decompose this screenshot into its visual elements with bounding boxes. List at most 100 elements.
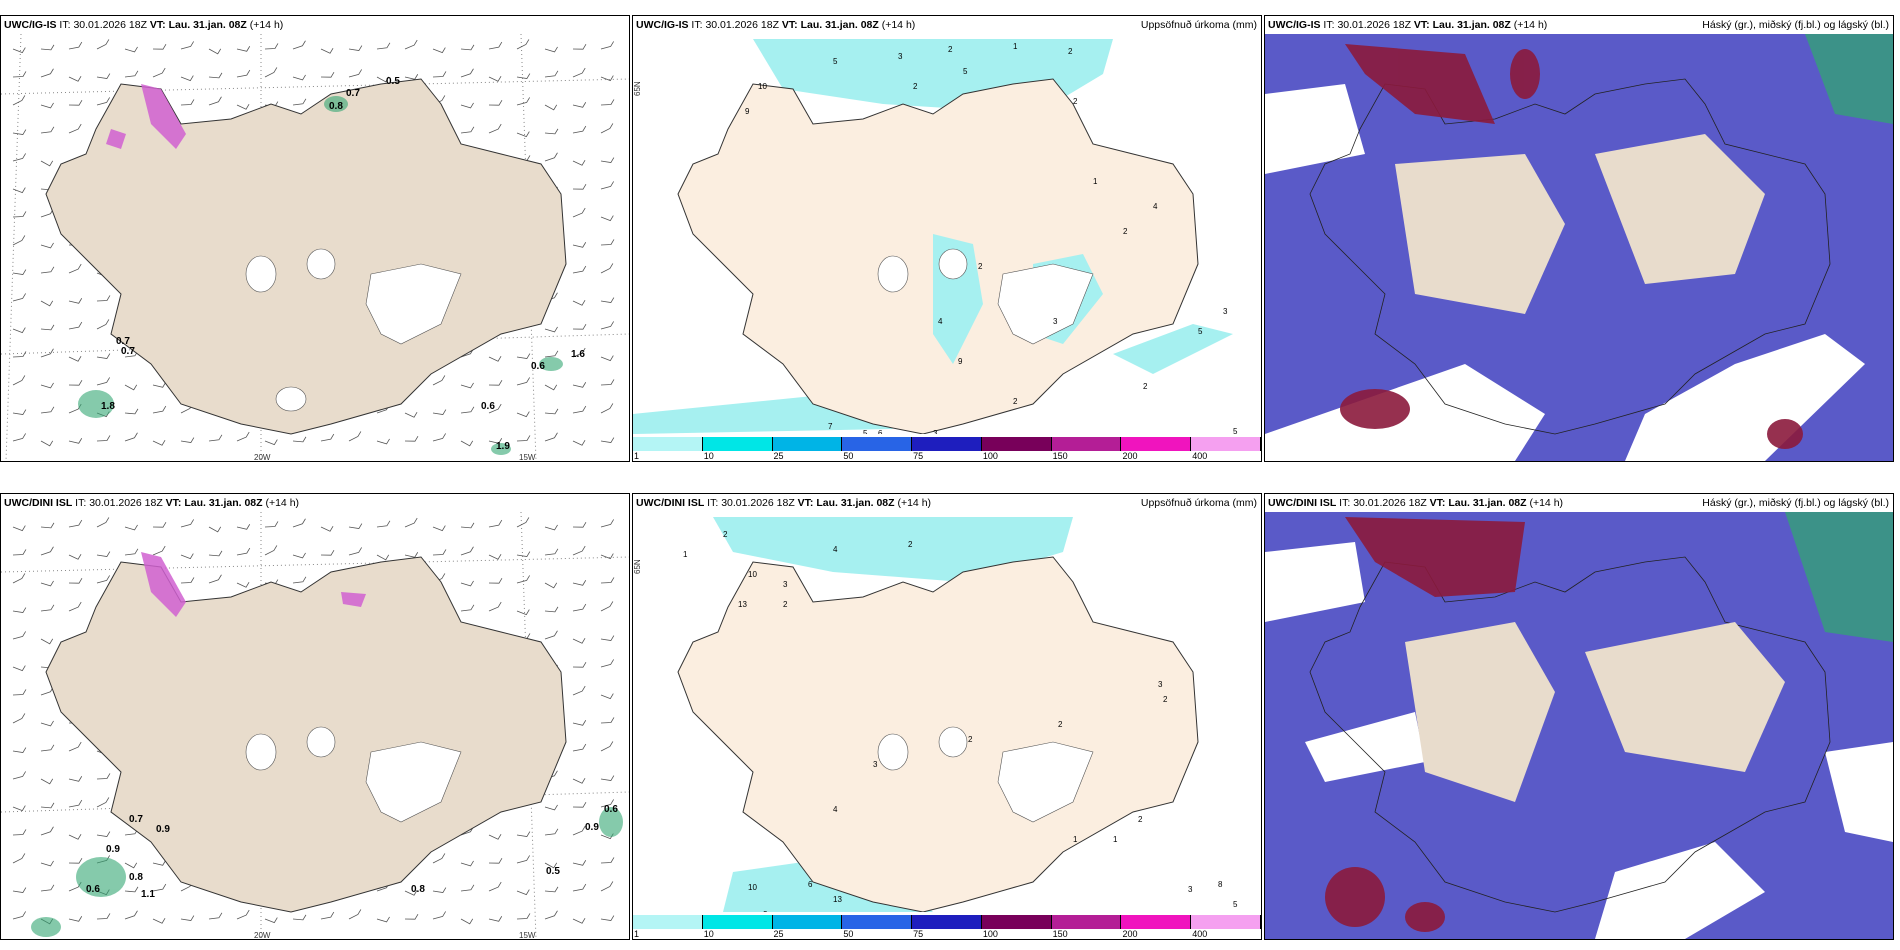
wind-barb [40, 242, 54, 249]
glaciers [877, 726, 1094, 823]
wind-barb [488, 916, 503, 922]
wind-barb [516, 855, 531, 864]
wind-barb [68, 438, 83, 444]
wind-barb [40, 300, 54, 307]
map-canvas: 5 3 2 2 5 1 2 10 9 2 1 2 4 2 9 4 3 7 5 6 [633, 39, 1238, 434]
colorbar-segment [842, 915, 913, 929]
wind-barb [460, 580, 474, 587]
wind-barb [544, 46, 558, 53]
wind-barb [572, 778, 586, 784]
precip-value: 2 [968, 735, 973, 744]
wind-barb [264, 67, 278, 78]
wind-barb [404, 39, 418, 50]
lat-label: 65N [633, 559, 642, 574]
wind-barb [516, 97, 531, 106]
colorbar-segment [912, 915, 982, 929]
wind-barb [572, 801, 587, 808]
wind-barb [488, 577, 503, 584]
wind-barb [516, 131, 530, 138]
wind-barb [516, 353, 531, 360]
wind-barb [40, 406, 55, 414]
wind-barb [180, 99, 195, 106]
wind-barb [348, 547, 363, 556]
colorbar-label: 25 [773, 929, 784, 939]
wind-value: 0.7 [129, 814, 143, 825]
wind-barb [68, 776, 83, 782]
wind-values: 0.7 0.9 0.9 0.6 0.8 1.1 0.8 0.5 0.9 0.6 [86, 804, 618, 900]
wind-barb [40, 382, 54, 389]
wind-value: 1.6 [571, 349, 585, 360]
precip-value: 5 [963, 67, 968, 76]
wind-barb [488, 881, 502, 892]
wind-barb [460, 382, 474, 389]
colorbar-segment [1051, 915, 1122, 929]
wind-barb [124, 384, 138, 391]
wind-barb [264, 43, 279, 50]
wind-barb [516, 517, 530, 528]
colorbar-segment [772, 437, 843, 451]
wind-barb [40, 440, 54, 447]
wind-barb [40, 126, 55, 134]
wind-barb [516, 411, 530, 418]
wind-barb [572, 43, 587, 50]
wind-value: 0.5 [386, 76, 400, 87]
precip-value: 10 [748, 883, 757, 892]
wind-barb [292, 98, 307, 106]
wind-barb [572, 183, 587, 190]
wind-barb [544, 910, 558, 920]
precip-value: 3 [1053, 317, 1058, 326]
map-canvas [1265, 34, 1893, 461]
wind-barb [40, 44, 55, 51]
wind-value: 1.1 [141, 889, 155, 900]
wind-barb [96, 73, 111, 80]
colorbar-label: 25 [773, 451, 784, 461]
cloud-map [1265, 512, 1893, 939]
precip-value: 2 [1073, 97, 1078, 106]
colorbar-label: 400 [1192, 929, 1208, 939]
wind-value: 0.5 [546, 866, 560, 877]
colorbar-segment [633, 437, 703, 451]
wind-barb [12, 829, 27, 836]
wind-barb [40, 580, 54, 587]
wind-barb [600, 379, 615, 386]
wind-value: 0.6 [604, 804, 618, 815]
wind-barb [460, 126, 475, 134]
wind-barb [516, 889, 530, 896]
panel-header: UWC/IG-IS IT: 30.01.2026 18Z VT: Lau. 31… [4, 19, 284, 31]
precip-map: 2 1 4 2 10 13 3 2 4 3 2 2 1 3 2 3 8 10 6… [633, 512, 1261, 912]
colorbar-segment [1051, 437, 1122, 451]
wind-barb [12, 853, 26, 864]
map-canvas: 0.5 0.7 0.8 0.7 0.7 1.6 0.6 1.8 1.9 0.6 [1, 34, 629, 461]
wind-barb [208, 574, 222, 584]
wind-barb [40, 522, 55, 529]
wind-barb [180, 437, 195, 444]
wind-barb [12, 549, 27, 556]
wind-barb [544, 384, 558, 391]
wind-barb [572, 918, 586, 924]
wind-barb [600, 635, 615, 642]
wind-barb [152, 918, 166, 924]
wind-barb [600, 403, 614, 414]
wind-value: 0.9 [585, 822, 599, 833]
wind-barb [488, 519, 503, 528]
wind-barb [488, 601, 502, 612]
wind-barb [124, 70, 139, 78]
wind-barb [68, 601, 82, 612]
colorbar-label: 150 [1052, 451, 1068, 461]
panel-subtitle: Háský (gr.), miðský (fj.bl.) og lágský (… [1702, 497, 1889, 509]
map-canvas: 2 1 4 2 10 13 3 2 4 3 2 2 1 3 2 3 8 10 6… [677, 517, 1238, 912]
wind-barb [12, 71, 27, 78]
precip-area [1113, 324, 1233, 374]
wind-barb [544, 630, 558, 640]
wind-barb [600, 553, 614, 560]
wind-value: 1.8 [101, 401, 115, 412]
wind-barb [488, 554, 502, 560]
wind-barb [516, 575, 531, 584]
wind-barb [12, 805, 26, 812]
wind-barb [152, 545, 166, 556]
precip-value: 4 [1153, 202, 1158, 211]
wind-barb [600, 915, 615, 922]
wind-barb [12, 351, 27, 358]
graticule [1, 512, 629, 939]
colorbar-label: 50 [843, 929, 854, 939]
